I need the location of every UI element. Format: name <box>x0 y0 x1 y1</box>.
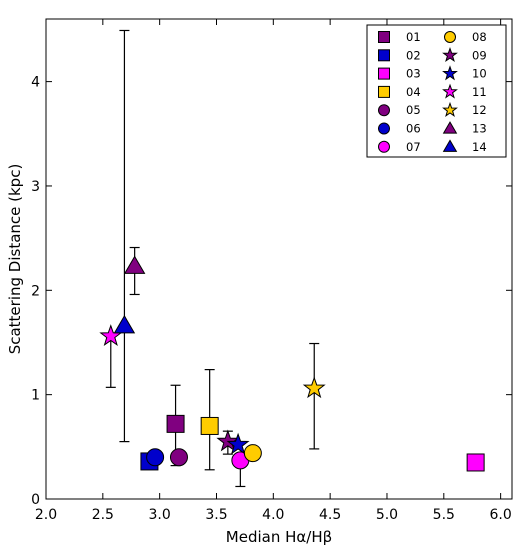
error-bar-14 <box>119 29 130 443</box>
legend: 01 02 03 04 05 06 07 08 09 10 11 12 13 14 <box>366 24 507 158</box>
legend-marker <box>378 67 390 80</box>
data-point-03 <box>466 453 485 472</box>
legend-marker <box>378 31 390 43</box>
legend-label: 08 <box>472 30 487 44</box>
legend-item-05: 05 <box>378 103 421 117</box>
x-tick-label: 4.5 <box>319 507 341 523</box>
legend-label: 03 <box>406 67 421 81</box>
legend-label: 01 <box>406 30 421 44</box>
legend-label: 07 <box>406 140 421 154</box>
legend-item-04: 04 <box>378 85 421 99</box>
legend-marker <box>442 65 458 81</box>
legend-marker <box>442 83 458 99</box>
data-point-04 <box>200 416 219 435</box>
legend-item-08: 08 <box>444 30 487 44</box>
legend-label: 09 <box>472 48 487 62</box>
y-tick-label: 2 <box>31 283 40 299</box>
legend-marker <box>442 101 458 117</box>
legend-item-03: 03 <box>378 67 421 81</box>
legend-marker <box>442 121 458 134</box>
legend-label: 11 <box>472 85 487 99</box>
data-point-05 <box>169 448 188 467</box>
x-tick-label: 3.0 <box>149 507 171 523</box>
error-bar-11 <box>105 336 116 388</box>
x-tick-label: 2.5 <box>92 507 114 523</box>
legend-item-10: 10 <box>442 65 487 81</box>
legend-item-02: 02 <box>378 48 421 62</box>
data-point-14 <box>113 314 136 334</box>
y-axis-title: Scattering Distance (kpc) <box>6 164 24 355</box>
legend-item-06: 06 <box>378 122 421 136</box>
legend-label: 12 <box>472 103 487 117</box>
data-point-01 <box>166 414 185 433</box>
x-tick-label: 3.5 <box>205 507 227 523</box>
legend-label: 06 <box>406 122 421 136</box>
data-point-13 <box>123 255 146 274</box>
y-tick-label: 0 <box>31 492 40 508</box>
y-tick-label: 4 <box>31 75 40 91</box>
legend-label: 02 <box>406 48 421 62</box>
legend-label: 13 <box>472 122 487 136</box>
data-point-06 <box>146 448 165 467</box>
legend-marker <box>378 85 390 98</box>
legend-item-11: 11 <box>442 83 487 99</box>
legend-marker <box>444 31 456 43</box>
legend-item-01: 01 <box>378 30 421 44</box>
data-point-08 <box>243 444 262 463</box>
legend-label: 14 <box>472 140 487 154</box>
y-tick-label: 3 <box>31 179 40 195</box>
legend-marker <box>378 122 390 135</box>
legend-marker <box>378 49 390 62</box>
x-tick-label: 5.0 <box>376 507 398 523</box>
error-bar-12 <box>309 342 320 450</box>
legend-label: 10 <box>472 67 487 81</box>
legend-marker <box>442 139 458 152</box>
x-axis-title: Median Hα/Hβ <box>226 528 332 546</box>
x-tick-label: 6.0 <box>490 507 512 523</box>
x-tick-label: 4.0 <box>262 507 284 523</box>
legend-item-12: 12 <box>442 101 487 117</box>
legend-marker <box>442 46 458 63</box>
legend-label: 04 <box>406 85 421 99</box>
legend-marker <box>378 104 390 117</box>
legend-marker <box>378 140 390 153</box>
legend-item-07: 07 <box>378 140 421 154</box>
legend-item-09: 09 <box>442 46 487 63</box>
legend-item-13: 13 <box>442 121 487 136</box>
data-point-09 <box>216 429 240 452</box>
data-point-10 <box>226 432 250 455</box>
data-point-12 <box>302 376 326 399</box>
y-tick-label: 1 <box>31 388 40 404</box>
x-tick-label: 2.0 <box>35 507 57 523</box>
legend-box <box>366 24 507 158</box>
legend-item-14: 14 <box>442 139 487 154</box>
legend-label: 05 <box>406 103 421 117</box>
x-tick-label: 5.5 <box>433 507 455 523</box>
